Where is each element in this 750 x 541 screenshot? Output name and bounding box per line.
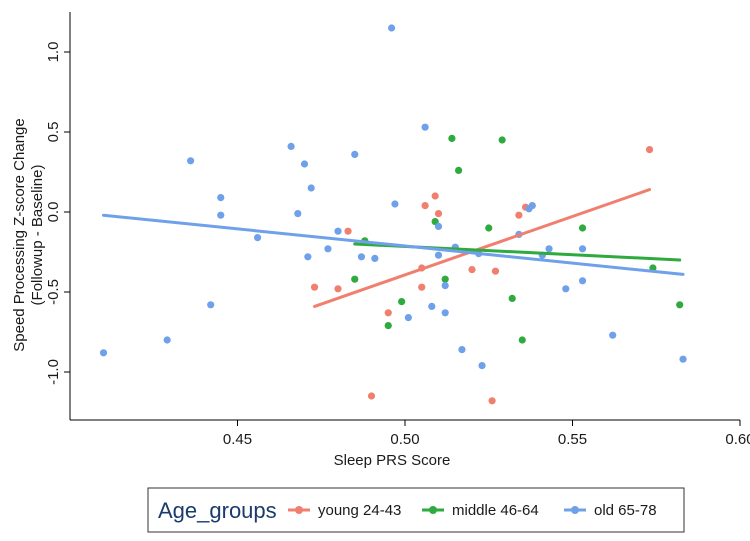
- x-tick-label: 0.55: [558, 431, 587, 448]
- data-point: [421, 123, 429, 131]
- data-point: [578, 277, 587, 285]
- data-point: [217, 194, 225, 202]
- data-point: [99, 349, 108, 357]
- fit-line-0: [313, 188, 652, 308]
- y-axis-subtitle: (Followup - Baseline): [29, 165, 46, 306]
- legend-marker-middle: [429, 506, 437, 514]
- data-point: [468, 266, 476, 274]
- data-point: [434, 251, 443, 259]
- data-point: [367, 392, 376, 400]
- data-point: [488, 397, 496, 405]
- data-point: [418, 283, 426, 291]
- data-point: [645, 146, 654, 154]
- data-point: [609, 331, 617, 339]
- data-point: [254, 234, 262, 242]
- data-point: [421, 202, 429, 210]
- data-point: [371, 254, 379, 262]
- data-point: [441, 282, 449, 290]
- data-point: [528, 202, 536, 210]
- data-point: [398, 298, 406, 306]
- data-point: [334, 227, 342, 235]
- data-point: [334, 285, 342, 293]
- data-point: [287, 142, 295, 150]
- data-point: [441, 309, 449, 317]
- data-point: [351, 275, 359, 283]
- legend-title: Age_groups: [158, 498, 277, 523]
- data-point: [676, 301, 684, 309]
- y-tick-label: 0.0: [45, 202, 62, 223]
- data-point: [434, 222, 443, 230]
- data-point: [324, 245, 332, 253]
- data-point: [441, 275, 449, 283]
- data-point: [491, 267, 500, 275]
- series-2: [99, 24, 687, 370]
- legend-marker-old: [571, 506, 579, 514]
- data-point: [304, 253, 312, 261]
- data-point: [391, 200, 399, 208]
- data-point: [388, 24, 396, 32]
- data-point: [163, 336, 171, 344]
- data-point: [515, 211, 523, 219]
- data-point: [508, 294, 516, 302]
- data-point: [207, 301, 215, 309]
- data-point: [357, 253, 366, 261]
- data-point: [300, 160, 309, 168]
- x-axis: 0.45 0.50 0.55 0.60: [70, 419, 750, 448]
- data-point: [384, 322, 392, 330]
- data-point: [578, 224, 587, 232]
- data-point: [384, 309, 392, 317]
- y-tick-label: -1.0: [45, 359, 62, 385]
- data-point: [404, 314, 412, 322]
- legend-label-middle: middle 46-64: [452, 502, 539, 519]
- plot-area: [99, 24, 687, 405]
- data-point: [448, 134, 456, 142]
- data-point: [485, 224, 493, 232]
- data-point: [187, 157, 195, 165]
- data-point: [434, 210, 443, 218]
- data-point: [478, 362, 486, 370]
- legend: Age_groups young 24-43 middle 46-64 old …: [147, 487, 685, 533]
- data-point: [578, 245, 587, 253]
- data-point: [351, 150, 359, 158]
- y-tick-label: 0.5: [45, 122, 62, 143]
- x-axis-title: Sleep PRS Score: [334, 452, 451, 469]
- data-point: [310, 283, 319, 291]
- data-point: [458, 346, 466, 354]
- legend-marker-young: [295, 506, 303, 514]
- x-tick-label: 0.60: [725, 431, 750, 448]
- x-tick-label: 0.50: [390, 431, 419, 448]
- data-point: [679, 355, 687, 363]
- data-point: [545, 245, 553, 253]
- legend-label-young: young 24-43: [318, 502, 401, 519]
- data-point: [431, 192, 439, 200]
- legend-label-old: old 65-78: [594, 502, 657, 519]
- x-tick-label: 0.45: [223, 431, 252, 448]
- data-point: [307, 184, 315, 192]
- data-point: [344, 227, 352, 235]
- fit-line-2: [102, 213, 685, 276]
- data-point: [562, 285, 570, 293]
- legend-box: [147, 487, 685, 533]
- data-point: [518, 336, 526, 344]
- y-tick-label: 1.0: [45, 42, 62, 63]
- data-point: [217, 211, 225, 219]
- y-tick-label: -0.5: [45, 279, 62, 305]
- y-axis-title: Speed Processing Z-score Change: [11, 118, 28, 351]
- y-axis: -1.0 -0.5 0.0 0.5 1.0: [45, 12, 71, 420]
- data-point: [498, 136, 506, 144]
- data-point: [455, 166, 463, 174]
- data-point: [294, 210, 302, 218]
- data-point: [428, 302, 436, 310]
